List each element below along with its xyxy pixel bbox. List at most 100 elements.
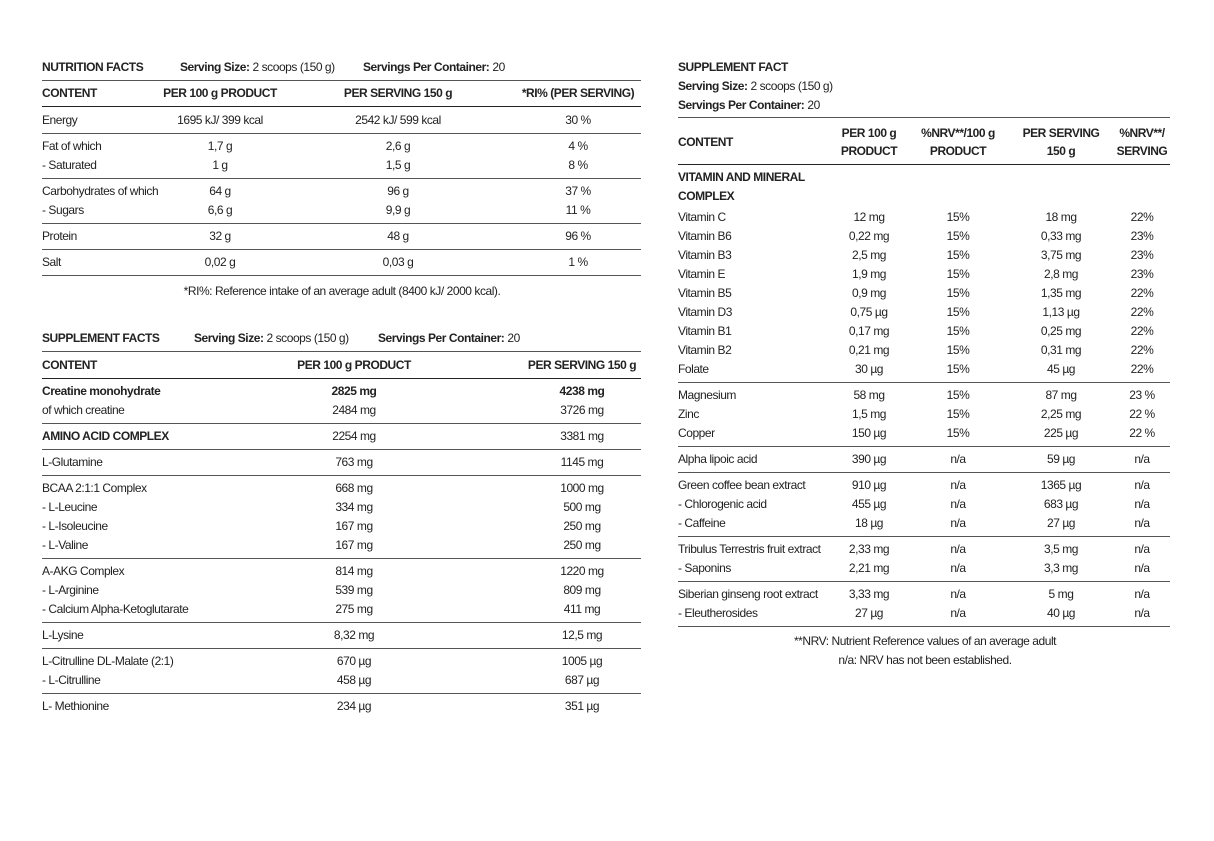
row-label: Vitamin B1 [678,324,732,338]
cell-value: 4 % [568,139,588,153]
cell-value: 763 mg [335,455,373,469]
cell-value: 22% [1130,210,1154,224]
cell-value: 2,25 mg [1040,407,1082,421]
cell-value: n/a [950,606,966,620]
table-title: SUPPLEMENT FACTS [42,331,160,345]
row-label: - L-Leucine [42,500,98,514]
header-cell: PRODUCT [840,144,898,158]
servings-label: Servings Per Container: [378,331,505,345]
row-label: Vitamin B3 [678,248,732,262]
row-label: Vitamin D3 [678,305,732,319]
row-label: L-Lysine [42,628,84,642]
table-title: SUPPLEMENT FACT [678,60,788,74]
serving-info: Servings Per Container: 20 [378,329,520,347]
serving_size-value: 2 scoops (150 g) [750,79,834,93]
serving_size-value: 2 scoops (150 g) [252,60,336,74]
row-label: - Calcium Alpha-Ketoglutarate [42,602,189,616]
cell-value: 1,5 g [385,158,411,172]
cell-value: 27 µg [854,606,884,620]
table-title: NUTRITION FACTS [42,60,144,74]
rule [42,80,641,81]
cell-value: 390 µg [851,452,887,466]
row-label: - L-Arginine [42,583,99,597]
servings-label: Servings Per Container: [363,60,490,74]
cell-value: 6,6 g [207,203,233,217]
cell-value: 96 g [387,184,409,198]
row-label: Vitamin B5 [678,286,732,300]
cell-value: 8 % [568,158,588,172]
cell-value: 22 % [1129,426,1155,440]
cell-value: n/a [1134,452,1150,466]
cell-value: n/a [950,478,966,492]
cell-value: 1695 kJ/ 399 kcal [177,113,263,127]
cell-value: 15% [946,229,970,243]
row-label: Vitamin C [678,210,726,224]
cell-value: 4238 mg [559,384,605,398]
header-cell: %NRV**/ [1119,126,1165,140]
cell-value: 11 % [565,203,591,217]
rule [678,382,1170,383]
cell-value: 2,33 mg [848,542,890,556]
cell-value: 15% [946,426,970,440]
cell-value: 22% [1130,324,1154,338]
cell-value: 1,5 mg [852,407,886,421]
cell-value: 22 % [1129,407,1155,421]
cell-value: 0,17 mg [848,324,890,338]
rule [42,622,641,623]
cell-value: 1 g [212,158,228,172]
cell-value: 167 mg [335,538,373,552]
cell-value: 1145 mg [560,455,604,469]
header-cell: *RI% (PER SERVING) [521,86,635,100]
row-label: - Eleutherosides [678,606,758,620]
row-label: Creatine monohydrate [42,384,161,398]
row-label: - L-Isoleucine [42,519,108,533]
row-label: BCAA 2:1:1 Complex [42,481,147,495]
row-label: Copper [678,426,715,440]
cell-value: 809 mg [563,583,601,597]
cell-value: 18 µg [854,516,884,530]
header-cell: %NRV**/100 g [921,126,995,140]
cell-value: 58 mg [853,388,885,402]
header-cell: CONTENT [42,86,97,100]
servings-value: 20 [492,60,505,74]
rule [42,275,641,276]
cell-value: 30 % [565,113,591,127]
cell-value: 37 % [565,184,591,198]
row-label: Zinc [678,407,699,421]
rule [678,626,1170,627]
cell-value: 1 % [568,255,588,269]
cell-value: 8,32 mg [333,628,375,642]
rule [42,106,641,107]
cell-value: 22% [1130,305,1154,319]
serving-info: Servings Per Container: 20 [678,96,820,114]
rule [678,117,1170,118]
cell-value: n/a [950,542,966,556]
header-cell: PER SERVING 150 g [527,358,637,372]
header-cell: CONTENT [678,135,733,149]
serving_size-label: Serving Size: [678,79,748,93]
row-label: Vitamin B6 [678,229,732,243]
cell-value: 2542 kJ/ 599 kcal [355,113,441,127]
row-label: - Caffeine [678,516,726,530]
cell-value: 167 mg [335,519,373,533]
cell-value: 15% [946,388,970,402]
header-cell: PER SERVING [1022,126,1100,140]
row-label: Folate [678,362,709,376]
cell-value: 0,02 g [204,255,236,269]
cell-value: 2484 mg [332,403,376,417]
cell-value: 87 mg [1045,388,1077,402]
cell-value: 2254 mg [332,429,376,443]
cell-value: 1000 mg [560,481,604,495]
rule [678,472,1170,473]
cell-value: 32 g [209,229,231,243]
rule [42,648,641,649]
header-cell: SERVING [1116,144,1168,158]
cell-value: 910 µg [851,478,887,492]
cell-value: n/a [950,497,966,511]
header-cell: PER 100 g PRODUCT [163,86,277,100]
serving-info: Serving Size: 2 scoops (150 g) [194,329,349,347]
cell-value: 48 g [387,229,409,243]
cell-value: n/a [950,452,966,466]
cell-value: 234 µg [336,699,372,713]
